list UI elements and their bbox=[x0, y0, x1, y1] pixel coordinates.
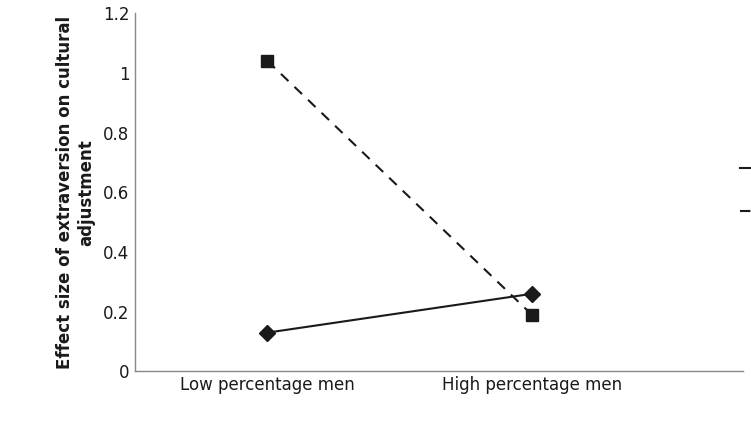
Low GII bbox=[527, 291, 536, 296]
Line: High GII: High GII bbox=[262, 55, 538, 320]
Line: Low GII: Low GII bbox=[262, 288, 538, 338]
High GII bbox=[527, 312, 536, 317]
Y-axis label: Effect size of extraversion on cultural
adjustment: Effect size of extraversion on cultural … bbox=[56, 16, 95, 369]
High GII bbox=[263, 58, 272, 63]
Legend: Low GII, High GII: Low GII, High GII bbox=[734, 154, 751, 229]
Low GII bbox=[263, 330, 272, 335]
